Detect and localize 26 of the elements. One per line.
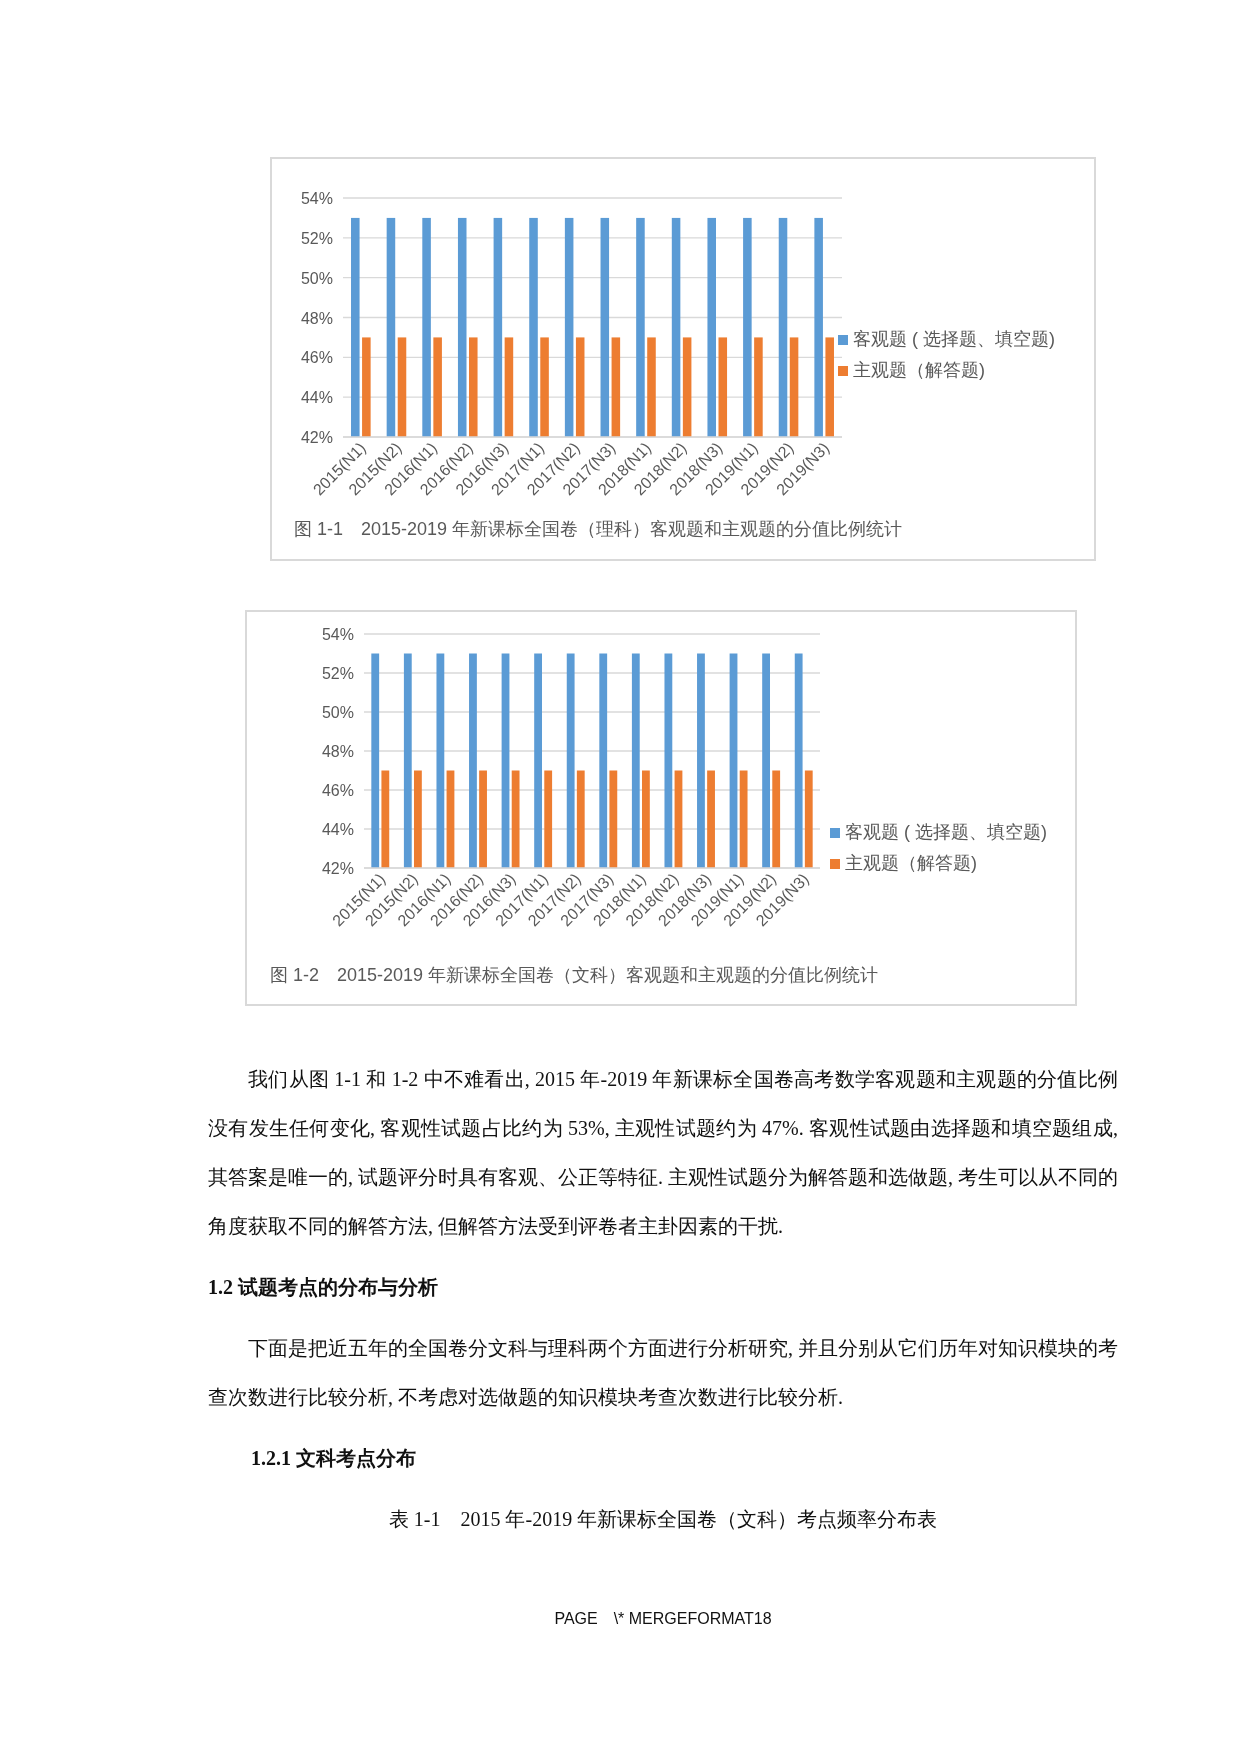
y-tick-label: 46% <box>321 782 354 799</box>
text: PAGE \* MERGEFORMAT18 <box>553 1609 773 1629</box>
y-tick-label: 48% <box>321 743 354 760</box>
text: 下面是把近五年的全国卷分文科与理科两个方面进行分析研究, 并且分别从它们历年对知识模块的考查次数进行比较分析, 不考虑对选做题的知识模块考查次数进行比较分析. <box>208 1337 1118 1408</box>
text: 我们从图 1-1 和 1-2 中不难看出, 2015 年-2019 年新课标全国卷高考数学客观题和主观题的分值比例没有发生任何变化, 客观性试题占比约为 53%, 主观性试题约为 47%. 客观性试题由选择题和填空题组成, 其答案是唯一的, 试题评分时具有客观、公正等特征. 主观性试题分为解答题和选做题, 考生可以从不同的角度获取不同的解答方法, 但解答方法受到评卷者主卦因素的干扰. <box>208 1068 1118 1237</box>
legend-label: 客观题 ( 选择题、填空题) <box>845 822 1047 842</box>
text: 图 1-1 2015-2019 年新课标全国卷（理科）客观题和主观题的分值比例统计 <box>294 519 903 539</box>
y-tick-label: 48% <box>300 309 333 327</box>
text: 表 1-1 2015 年-2019 年新课标全国卷（文科）考点频率分布表 <box>387 1507 939 1532</box>
text: 1.2 试题考点的分布与分析 <box>208 1275 439 1300</box>
y-tick-label: 46% <box>300 349 333 367</box>
y-tick-label: 54% <box>321 626 354 643</box>
text: 图 1-2 2015-2019 年新课标全国卷（文科）客观题和主观题的分值比例统计 <box>270 965 879 985</box>
y-tick-label: 44% <box>300 389 333 407</box>
y-tick-label: 44% <box>321 821 354 838</box>
y-tick-label: 50% <box>321 704 354 721</box>
y-tick-label: 52% <box>321 665 354 682</box>
legend-label: 客观题 ( 选择题、填空题) <box>853 329 1055 349</box>
y-tick-label: 52% <box>300 229 333 247</box>
y-tick-label: 42% <box>321 860 354 877</box>
y-tick-label: 54% <box>300 190 333 207</box>
text: 1.2.1 文科考点分布 <box>251 1446 417 1471</box>
y-tick-label: 42% <box>300 429 333 446</box>
legend-label: 主观题（解答题) <box>853 360 985 380</box>
legend-label: 主观题（解答题) <box>845 853 977 873</box>
y-tick-label: 50% <box>300 269 333 287</box>
